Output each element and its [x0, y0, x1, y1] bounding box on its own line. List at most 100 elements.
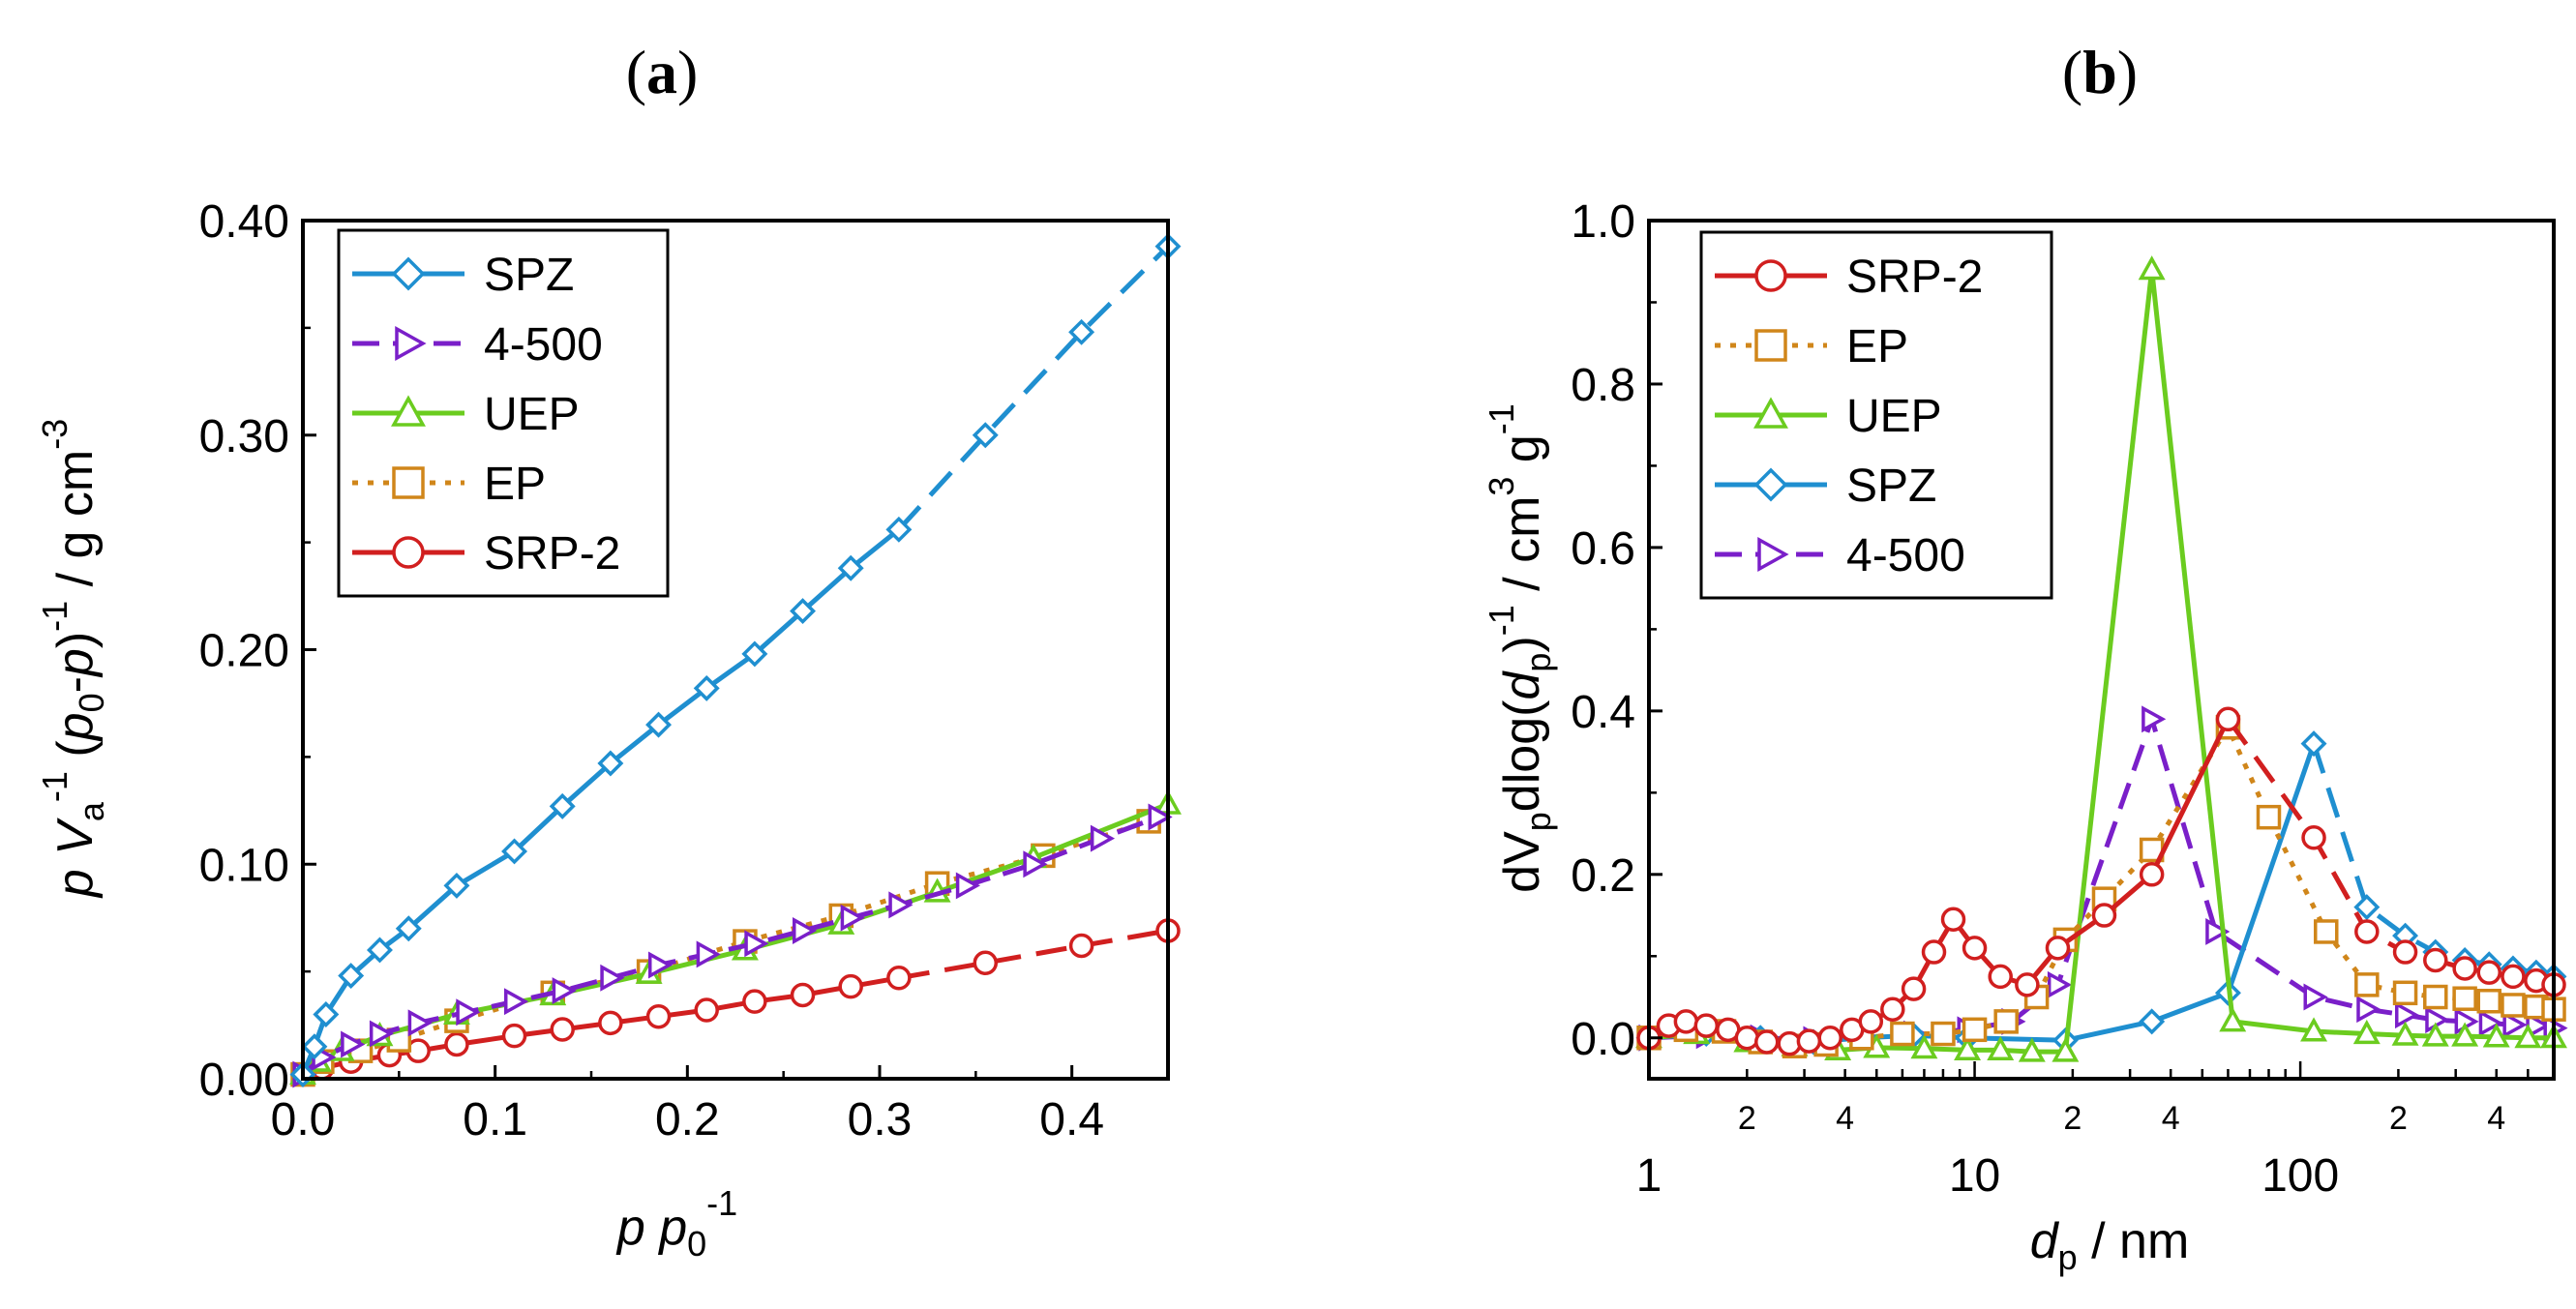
- panel-b-legend-marker-uep: [1753, 397, 1788, 429]
- panel-a-point-spz-15: [885, 516, 913, 543]
- panel-b-point-4-500-10: [2205, 917, 2231, 945]
- panel-b-xtick-label-0: 1: [1636, 1150, 1662, 1202]
- panel-a-line-spz-dashed: [897, 244, 1170, 532]
- panel-a-point-srp-2-16: [1068, 933, 1094, 959]
- panel-a-point-srp-2-11: [742, 989, 767, 1014]
- panel-a-point-4-500-2: [341, 1030, 366, 1058]
- panel-b-point-srp-2-3: [1693, 1013, 1720, 1038]
- panel-a-point-4-500-13: [840, 904, 865, 932]
- panel-a-legend-marker-spz: [391, 256, 426, 291]
- panel-b-point-srp-2-25: [2392, 939, 2418, 965]
- panel-a-point-srp-2-15: [973, 950, 999, 976]
- panel-a-point-spz-6: [443, 872, 470, 899]
- panel-b-point-srp-2-12: [1880, 997, 1905, 1022]
- panel-a-point-spz-4: [366, 937, 393, 964]
- panel-b-point-uep-8: [1987, 1035, 2015, 1060]
- panel-a-point-4-500-3: [369, 1020, 395, 1048]
- panel-a-ytick-label-1: 0.10: [199, 840, 289, 891]
- panel-b-point-ep-18: [2354, 972, 2380, 997]
- panel-b-line-4-500: [1648, 711, 2555, 1042]
- panel-b-series-ep: [1636, 715, 2566, 1058]
- panel-b-point-srp-2-17: [1988, 964, 2013, 990]
- panel-b-point-4-500-16: [2478, 1009, 2503, 1037]
- panel-a-legend-label-uep: UEP: [484, 389, 580, 440]
- panel-b-point-ep-19: [2392, 980, 2418, 1006]
- panel-a-chart: 0.0 0.1 0.2 0.3 0.4 0.00 0.10 0.20 0.30 0.40 SPZ 4…: [35, 196, 1182, 1264]
- panel-b-xtick-minor-label-2: 2: [2063, 1100, 2082, 1137]
- panel-b-point-srp-2-5: [1734, 1026, 1760, 1051]
- panel-a-legend: SPZ 4-500 UEP EP SRP-2: [337, 228, 670, 598]
- panel-b-point-uep-9: [2018, 1037, 2046, 1062]
- panel-b-point-srp-2-29: [2501, 964, 2526, 990]
- panel-b-legend-marker-srp-2: [1754, 259, 1787, 292]
- panel-b-point-4-500-12: [2356, 996, 2381, 1024]
- panel-a-point-4-500-17: [1090, 824, 1116, 852]
- panel-a-legend-marker-4-500: [395, 326, 427, 361]
- panel-b-legend-marker-ep: [1754, 329, 1787, 362]
- panel-a-point-srp-2-12: [790, 982, 816, 1008]
- panel-b-point-spz-8: [2139, 1008, 2166, 1035]
- panel-b-point-ep-20: [2423, 984, 2448, 1010]
- panel-b-xtick-minor-label-1: 4: [1836, 1100, 1854, 1137]
- panel-b-point-srp-2-18: [2015, 972, 2040, 997]
- panel-a-point-4-500-4: [407, 1009, 433, 1037]
- panel-a-xtick-label-1: 0.1: [463, 1094, 527, 1145]
- panel-b-legend-label-ep: EP: [1846, 321, 1908, 372]
- panel-b-point-srp-2-9: [1817, 1026, 1842, 1051]
- panel-b-point-ep-8: [1931, 1021, 1956, 1047]
- panel-b-point-uep-14: [2352, 1019, 2381, 1045]
- panel-b-line-spz: [1648, 742, 2317, 1045]
- panel-a-ylabel: p Va-1 (p0-p)-1 / g cm-3: [35, 419, 111, 899]
- panel-b-xtick-minor-label-5: 4: [2487, 1100, 2505, 1137]
- panel-b-point-srp-2-19: [2045, 936, 2071, 961]
- panel-a-point-4-500-11: [744, 930, 769, 958]
- panel-b-title: (b): [2062, 38, 2138, 106]
- panel-b-point-uep-6: [1910, 1034, 1938, 1059]
- panel-a-point-4-500-7: [552, 977, 577, 1005]
- panel-b-point-4-500-8: [2047, 970, 2073, 998]
- panel-b-plot-frame: [1647, 219, 2556, 1081]
- panel-b-legend-label-uep: UEP: [1846, 391, 1942, 442]
- panel-b-point-srp-2-2: [1673, 1009, 1699, 1034]
- panel-a-point-4-500-16: [1023, 850, 1048, 878]
- panel-b-point-4-500-9: [2142, 705, 2167, 733]
- panel-a-point-4-500-15: [955, 872, 981, 900]
- panel-b-point-ep-17: [2314, 919, 2339, 944]
- panel-a-series-spz: [289, 233, 1182, 1088]
- panel-b-point-srp-2-22: [2215, 706, 2241, 732]
- panel-b-point-ep-22: [2476, 988, 2501, 1014]
- panel-b-point-ep-7: [1890, 1021, 1915, 1047]
- panel-b-point-uep-17: [2451, 1022, 2479, 1047]
- panel-b-point-srp-2-26: [2423, 947, 2448, 973]
- panel-a-legend-marker-uep: [391, 395, 426, 427]
- panel-a-title: (a): [626, 38, 699, 106]
- panel-b-point-spz-10: [2300, 730, 2327, 758]
- panel-b-legend-marker-4-500: [1757, 537, 1789, 572]
- panel-a-point-spz-17: [1068, 318, 1095, 345]
- panel-a-point-spz-3: [338, 963, 365, 990]
- panel-b-legend-marker-spz: [1753, 467, 1788, 502]
- panel-b-point-uep-18: [2482, 1023, 2510, 1048]
- panel-b-point-uep-11: [2138, 255, 2166, 281]
- panel-b-point-4-500-17: [2502, 1011, 2528, 1039]
- panel-a-point-spz-13: [790, 598, 817, 625]
- panel-b-ytick-label-0: 0.0: [1571, 1014, 1635, 1065]
- panel-a-point-4-500-8: [600, 964, 625, 992]
- panel-b-point-srp-2-23: [2301, 825, 2326, 850]
- panel-a-point-spz-9: [597, 750, 624, 777]
- panel-a-point-4-500-6: [503, 988, 529, 1016]
- panel-a-point-srp-2-7: [550, 1017, 575, 1042]
- panel-b-series-srp-2: [1636, 706, 2566, 1056]
- panel-b-legend: SRP-2 EP UEP SPZ 4-500: [1699, 230, 2053, 600]
- panel-a-point-spz-2: [313, 1001, 340, 1027]
- panel-b-point-srp-2-14: [1921, 939, 1947, 965]
- panel-a-ytick-label-4: 0.40: [199, 196, 289, 248]
- panel-b-xtick-label-2: 100: [2261, 1150, 2339, 1202]
- panel-b-point-ep-16: [2256, 804, 2282, 830]
- panel-b-point-uep-10: [2052, 1037, 2080, 1062]
- panel-a-point-spz-10: [645, 711, 673, 738]
- panel-b-xtick-label-1: 10: [1949, 1150, 2000, 1202]
- panel-a-point-4-500-5: [456, 998, 481, 1026]
- panel-a-legend-marker-ep: [392, 466, 425, 499]
- panel-a-point-4-500-12: [792, 917, 818, 944]
